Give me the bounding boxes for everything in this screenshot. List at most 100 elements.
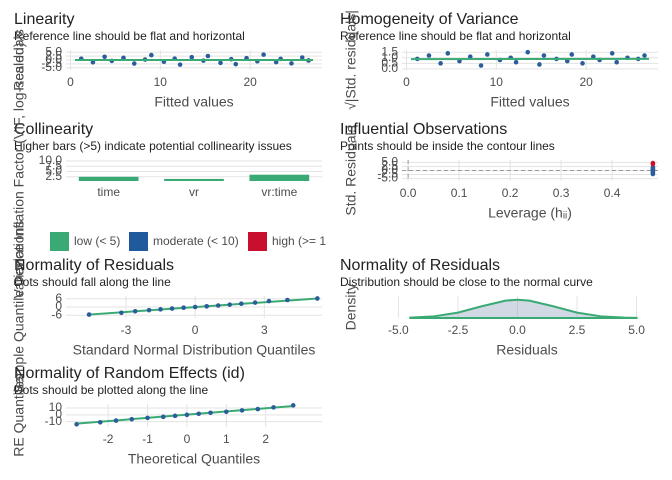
point — [218, 60, 223, 66]
y-tick-label: -2.5 — [377, 167, 398, 181]
point — [160, 414, 166, 420]
point — [273, 59, 279, 65]
x-tick-label: 0.2 — [502, 186, 519, 200]
y-tick-label: 5.0 — [381, 155, 398, 169]
point — [478, 63, 484, 68]
point — [132, 308, 138, 314]
point — [255, 406, 261, 412]
point — [266, 298, 272, 304]
point — [215, 303, 221, 308]
panel-title: Influential Observations — [340, 121, 507, 138]
point — [525, 49, 531, 55]
x-tick-label: 2 — [262, 432, 269, 446]
point — [315, 296, 320, 301]
x-tick-label: 20 — [243, 75, 257, 89]
panel-title: Normality of Random Effects (id) — [14, 365, 245, 382]
point — [172, 413, 178, 419]
x-tick-label: -2.5 — [448, 323, 469, 337]
y-tick-label: 10.0 — [39, 153, 63, 167]
point — [177, 62, 183, 67]
y-tick-label: 2.5 — [45, 48, 62, 62]
y-axis-label: Density — [343, 284, 359, 331]
point — [208, 410, 213, 416]
point — [90, 60, 96, 65]
x-tick-label: 0 — [184, 432, 191, 446]
y-tick-label: 0.0 — [381, 61, 398, 75]
y-tick-label: -2.5 — [41, 56, 62, 70]
point — [119, 310, 124, 316]
bar — [78, 176, 139, 181]
x-axis-label: Theoretical Quantiles — [128, 451, 260, 467]
point — [642, 53, 647, 58]
y-tick-label: 6 — [55, 291, 62, 305]
point — [181, 305, 186, 310]
x-axis-label: Fitted values — [154, 94, 233, 110]
bar — [249, 174, 310, 181]
point — [149, 52, 154, 58]
x-tick-label: 0 — [67, 75, 74, 89]
x-tick-label: 10 — [154, 75, 168, 89]
panel-title: Normality of Residuals — [14, 257, 174, 274]
point — [158, 307, 163, 312]
point — [537, 62, 542, 67]
point — [261, 52, 266, 57]
y-tick-label: 0.5 — [381, 56, 398, 70]
point — [614, 59, 619, 65]
point — [591, 54, 596, 59]
point — [650, 161, 656, 167]
x-tick-label: 10 — [490, 75, 504, 89]
panel-subtitle: Dots should fall along the line — [14, 275, 171, 289]
panel-subtitle: Dots should be plotted along the line — [14, 383, 208, 397]
y-tick-label: 0 — [55, 407, 62, 421]
x-tick-label: vr:time — [261, 185, 297, 199]
y-tick-label: 0 — [55, 299, 62, 313]
panel-title: Normality of Residuals — [340, 257, 500, 274]
panel-subtitle: Higher bars (>5) indicate potential coll… — [14, 139, 292, 153]
point — [169, 306, 175, 311]
x-tick-label: -5.0 — [388, 323, 409, 337]
x-tick-label: 1 — [223, 432, 230, 446]
panel-title: Homogeneity of Variance — [340, 11, 519, 28]
x-tick-label: 20 — [579, 75, 593, 89]
x-tick-label: 0 — [403, 75, 410, 89]
point — [569, 52, 575, 57]
point — [192, 304, 198, 310]
legend-swatch — [129, 232, 148, 251]
panel-title: Collinearity — [14, 121, 93, 138]
point — [299, 55, 305, 60]
point — [238, 301, 244, 307]
legend-label: low (< 5) — [74, 234, 120, 248]
point — [223, 409, 229, 415]
density-area — [409, 298, 638, 319]
x-tick-label: 0.0 — [400, 186, 417, 200]
point — [485, 52, 490, 57]
x-tick-label: 0.0 — [509, 323, 526, 337]
point — [205, 53, 211, 59]
x-tick-label: -1 — [142, 432, 153, 446]
line — [88, 297, 318, 316]
y-tick-label: -5.0 — [41, 60, 62, 74]
panel-subtitle: Distribution should be close to the norm… — [340, 275, 593, 289]
point — [102, 54, 107, 60]
y-tick-label: -10 — [45, 414, 63, 428]
x-tick-label: 2.5 — [569, 323, 586, 337]
x-tick-label: 5.0 — [628, 323, 645, 337]
x-tick-label: 0.4 — [604, 186, 621, 200]
point — [189, 54, 195, 60]
legend-label: moderate (< 10) — [153, 234, 239, 248]
y-tick-label: 2.5 — [45, 169, 62, 183]
y-tick-label: 0.0 — [381, 163, 398, 177]
y-tick-label: 10 — [49, 400, 63, 414]
point — [290, 403, 296, 408]
bar — [164, 178, 224, 181]
point — [239, 408, 245, 413]
y-tick-label: 5.0 — [45, 44, 62, 58]
x-tick-label: time — [97, 185, 120, 199]
legend-swatch — [50, 232, 69, 251]
x-tick-label: 0 — [192, 323, 199, 337]
x-tick-label: -3 — [121, 323, 132, 337]
panel-subtitle: Points should be inside the contour line… — [340, 139, 555, 153]
point — [131, 61, 137, 66]
y-tick-label: 2.5 — [381, 159, 398, 173]
point — [233, 61, 239, 67]
